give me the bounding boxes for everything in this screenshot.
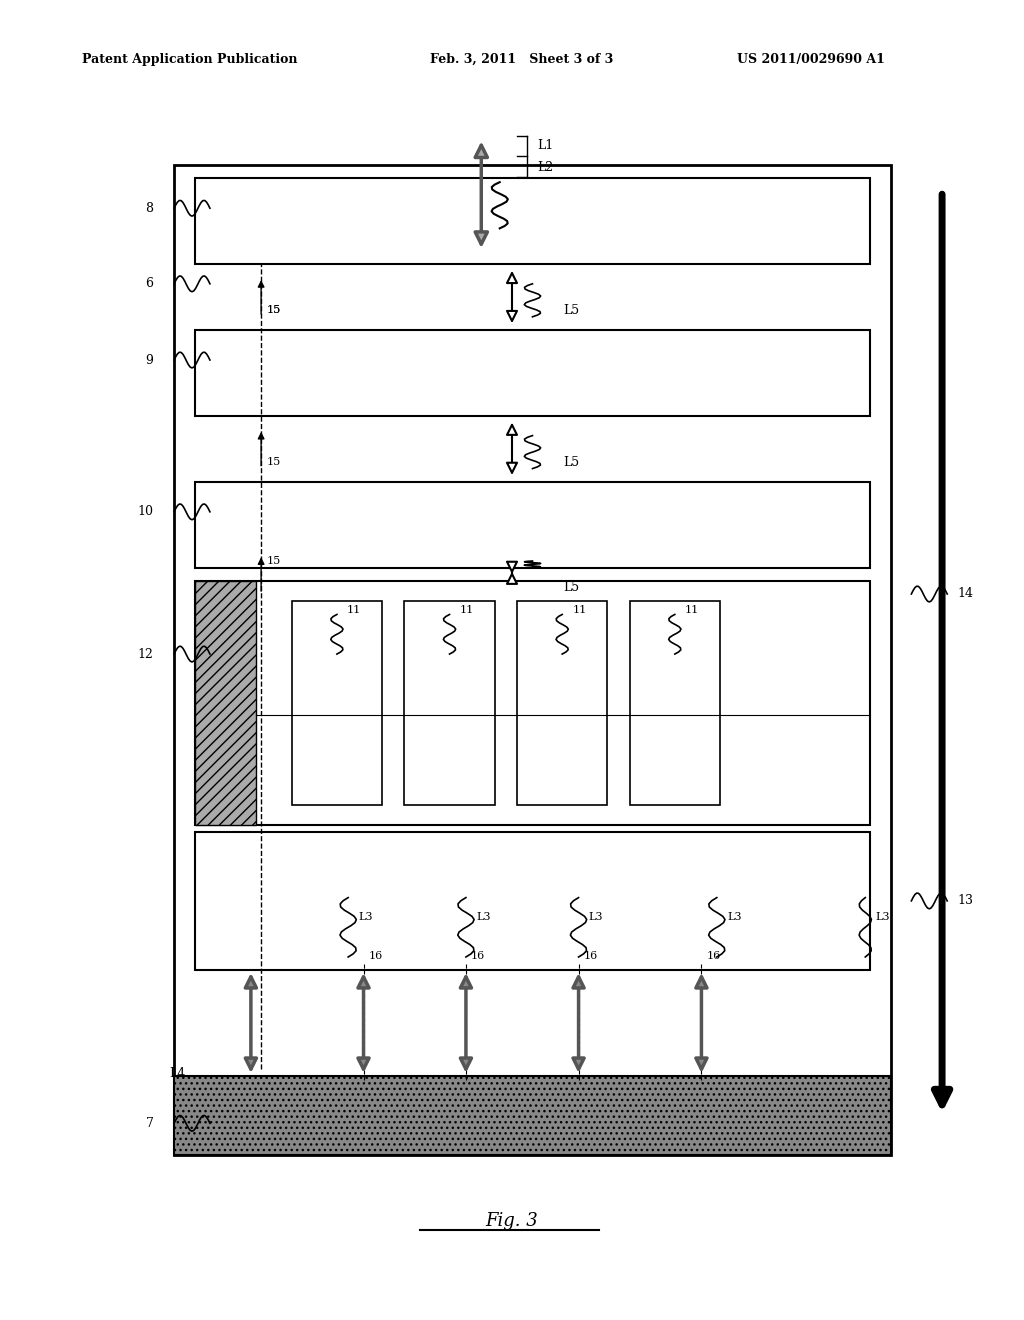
Bar [195,581,870,825]
Text: L5: L5 [563,455,580,469]
Text: Fig. 3: Fig. 3 [485,1212,539,1230]
Text: 11: 11 [460,605,474,615]
Text: 16: 16 [707,952,721,961]
Text: L4: L4 [169,1067,185,1080]
Text: US 2011/0029690 A1: US 2011/0029690 A1 [737,53,885,66]
Text: 15: 15 [266,305,281,315]
Text: 8: 8 [145,202,154,215]
Bar [630,601,720,805]
Text: 16: 16 [584,952,598,961]
Text: L1: L1 [538,139,554,152]
Bar [174,165,891,1155]
Bar [174,1076,891,1155]
Text: 14: 14 [957,587,974,601]
Text: 6: 6 [145,277,154,290]
Bar [195,581,256,825]
Text: 11: 11 [572,605,587,615]
Text: L3: L3 [876,912,890,923]
Text: 11: 11 [347,605,361,615]
Text: L3: L3 [589,912,603,923]
Text: 16: 16 [471,952,485,961]
Bar [195,482,870,568]
Text: 12: 12 [137,648,154,660]
Bar [195,178,870,264]
Text: L3: L3 [727,912,741,923]
Bar [195,330,870,416]
Text: 11: 11 [685,605,699,615]
Text: 7: 7 [145,1117,154,1130]
Text: L2: L2 [538,161,554,174]
Text: 16: 16 [369,952,383,961]
Bar [404,601,495,805]
Text: 13: 13 [957,895,974,907]
Bar [292,601,382,805]
Bar [517,601,607,805]
Bar [195,832,870,970]
Text: 15: 15 [266,457,281,467]
Text: L3: L3 [476,912,490,923]
Text: 10: 10 [137,506,154,519]
Text: 9: 9 [145,354,154,367]
Text: L3: L3 [358,912,373,923]
Text: 15: 15 [266,305,281,315]
Text: Feb. 3, 2011   Sheet 3 of 3: Feb. 3, 2011 Sheet 3 of 3 [430,53,613,66]
Text: Patent Application Publication: Patent Application Publication [82,53,297,66]
Text: 15: 15 [266,556,281,566]
Text: L5: L5 [563,304,580,317]
Text: L5: L5 [563,581,580,594]
